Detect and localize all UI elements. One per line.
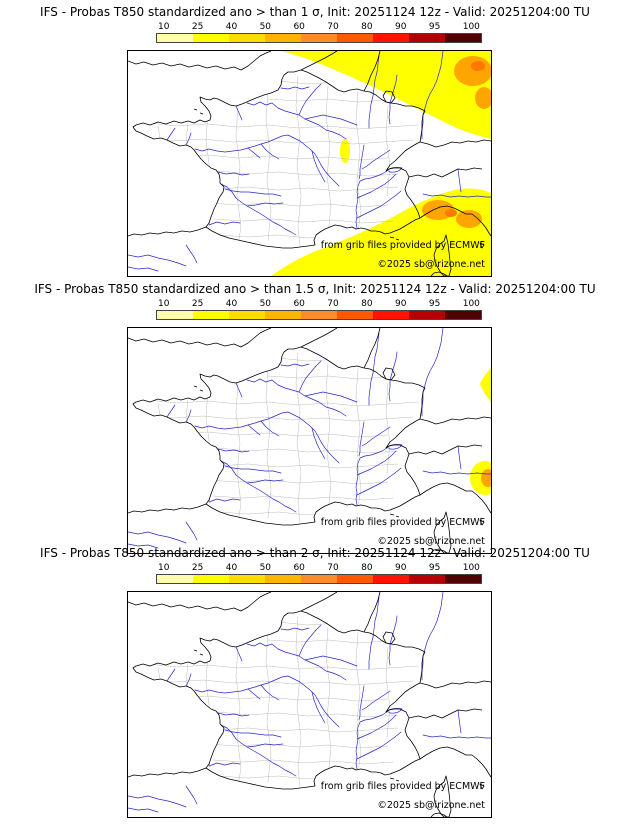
colorbar-tick-label: 70 [327,22,339,32]
credit-text: from grib files provided by ECMWF [320,781,485,792]
colorbar-segment [409,575,445,583]
colorbar-tick-label: 80 [361,563,373,573]
colorbar-segment [193,575,229,583]
colorbar-segment [409,311,445,319]
colorbar-ticks: 10 25 40 50 60 70 80 90 95 100 [156,563,482,573]
colorbar-tick-label: 70 [327,563,339,573]
colorbar-segment [265,311,301,319]
colorbar-tick-label: 40 [225,563,238,573]
panel-sigma-1: IFS - Probas T850 standardized ano > tha… [0,0,630,277]
colorbar-tick-label: 25 [191,22,204,32]
colorbar-segment [157,311,193,319]
copyright-text: ©2025 sb@irizone.net [377,536,485,547]
colorbar-segment [337,311,373,319]
colorbar-tick-label: 60 [293,563,305,573]
colorbar-ticks: 10 25 40 50 60 70 80 90 95 100 [156,22,482,32]
colorbar-segment [409,34,445,42]
colorbar-segment [193,311,229,319]
credit-text: from grib files provided by ECMWF [320,517,485,528]
copyright-text: ©2025 sb@irizone.net [377,259,485,270]
colorbar-segment [445,575,481,583]
colorbar-tick-label: 95 [428,22,441,32]
panel-title: IFS - Probas T850 standardized ano > tha… [34,282,596,296]
colorbar-tick-label: 50 [259,299,272,309]
colorbar-segment [373,311,409,319]
colorbar-tick-label: 90 [395,22,407,32]
panel-sigma-1-5: IFS - Probas T850 standardized ano > tha… [0,277,630,554]
colorbar-tick-label: 60 [293,299,305,309]
colorbar-gradient [156,33,482,43]
colorbar-segment [301,575,337,583]
colorbar-tick-label: 80 [361,22,373,32]
probability-shading [470,368,491,495]
colorbar-tick-label: 25 [191,563,204,573]
probability-colorbar: 10 25 40 50 60 70 80 90 95 100 [156,563,482,584]
colorbar-tick-label: 10 [158,563,170,573]
map-france-sigma-2: from grib files provided by ECMWF ©2025 … [127,591,492,818]
colorbar-segment [301,34,337,42]
map-france-sigma-1: from grib files provided by ECMWF ©2025 … [127,50,492,277]
colorbar-segment [157,575,193,583]
panel-sigma-2: IFS - Probas T850 standardized ano > tha… [0,541,630,828]
colorbar-tick-label: 10 [158,299,170,309]
colorbar-segment [373,575,409,583]
copyright-text: ©2025 sb@irizone.net [377,800,485,811]
colorbar-segment [445,34,481,42]
colorbar-tick-label: 100 [462,299,480,309]
colorbar-segment [265,575,301,583]
colorbar-tick-label: 50 [259,563,272,573]
colorbar-segment [193,34,229,42]
colorbar-segment [301,311,337,319]
colorbar-tick-label: 50 [259,22,272,32]
colorbar-segment [337,34,373,42]
colorbar-tick-label: 95 [428,563,441,573]
colorbar-tick-label: 100 [462,22,480,32]
colorbar-tick-label: 95 [428,299,441,309]
colorbar-tick-label: 100 [462,563,480,573]
colorbar-tick-label: 40 [225,299,238,309]
colorbar-tick-label: 80 [361,299,373,309]
panel-title: IFS - Probas T850 standardized ano > tha… [40,5,590,19]
map-france-sigma-1-5: from grib files provided by ECMWF ©2025 … [127,327,492,554]
colorbar-tick-label: 90 [395,563,407,573]
probability-colorbar: 10 25 40 50 60 70 80 90 95 100 [156,22,482,43]
colorbar-segment [229,34,265,42]
credit-text: from grib files provided by ECMWF [320,240,485,251]
colorbar-segment [157,34,193,42]
probability-colorbar: 10 25 40 50 60 70 80 90 95 100 [156,299,482,320]
colorbar-segment [445,311,481,319]
colorbar-tick-label: 10 [158,22,170,32]
colorbar-tick-label: 70 [327,299,339,309]
colorbar-gradient [156,574,482,584]
colorbar-segment [373,34,409,42]
colorbar-gradient [156,310,482,320]
colorbar-segment [229,311,265,319]
colorbar-segment [265,34,301,42]
colorbar-ticks: 10 25 40 50 60 70 80 90 95 100 [156,299,482,309]
panel-title: IFS - Probas T850 standardized ano > tha… [40,546,590,560]
colorbar-tick-label: 60 [293,22,305,32]
colorbar-tick-label: 90 [395,299,407,309]
colorbar-tick-label: 40 [225,22,238,32]
colorbar-tick-label: 25 [191,299,204,309]
colorbar-segment [337,575,373,583]
colorbar-segment [229,575,265,583]
